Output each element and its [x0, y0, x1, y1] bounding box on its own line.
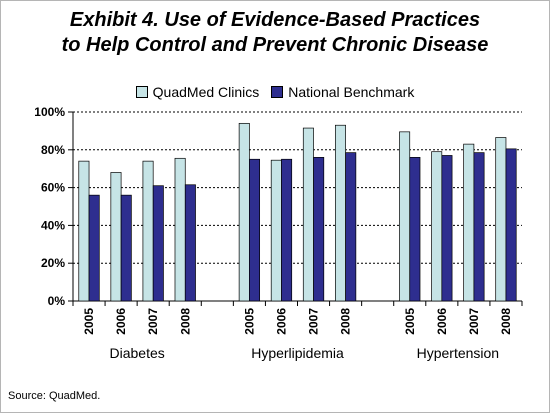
- bar-benchmark: [88, 194, 100, 302]
- bar-quadmed: [270, 159, 282, 302]
- x-category-label: 2008: [178, 308, 192, 335]
- bar-benchmark: [409, 157, 421, 302]
- bar-quadmed: [174, 157, 186, 302]
- chart-title: Exhibit 4. Use of Evidence-Based Practic…: [0, 8, 550, 58]
- x-category-label: 2008: [499, 308, 513, 335]
- legend-item-benchmark: National Benchmark: [271, 84, 414, 100]
- bar-benchmark: [249, 158, 261, 302]
- bar-quadmed: [431, 151, 443, 302]
- bar-benchmark: [441, 155, 453, 302]
- legend-swatch-benchmark: [271, 86, 284, 98]
- legend-label-benchmark: National Benchmark: [288, 84, 415, 100]
- y-tick-label: 60%: [41, 181, 65, 195]
- x-category-label: 2005: [403, 308, 417, 335]
- x-category-label: 2006: [435, 308, 449, 335]
- bar-quadmed: [334, 124, 346, 302]
- x-category-label: 2005: [242, 308, 256, 335]
- bar-quadmed: [238, 122, 250, 302]
- chart-title-line-2: to Help Control and Prevent Chronic Dise…: [61, 34, 489, 56]
- x-group-label: Hyperlipidemia: [251, 345, 344, 361]
- bar-quadmed: [110, 172, 122, 302]
- x-category-label: 2007: [307, 308, 321, 335]
- bar-benchmark: [473, 152, 485, 302]
- legend-label-quadmed: QuadMed Clinics: [152, 84, 260, 100]
- bar-benchmark: [152, 185, 164, 302]
- chart-legend: QuadMed Clinics National Benchmark: [0, 84, 550, 100]
- x-group-label: Hypertension: [417, 345, 500, 361]
- source-note: Source: QuadMed.: [8, 390, 101, 402]
- bar-benchmark: [345, 152, 357, 302]
- bar-benchmark: [120, 194, 132, 302]
- legend-swatch-quadmed: [135, 86, 148, 98]
- y-tick-label: 40%: [41, 218, 65, 232]
- y-tick-label: 0%: [48, 294, 66, 308]
- x-category-label: 2006: [274, 308, 288, 335]
- bar-benchmark: [184, 184, 196, 302]
- x-category-label: 2007: [467, 308, 481, 335]
- chart-title-line-1: Exhibit 4. Use of Evidence-Based Practic…: [69, 9, 481, 31]
- x-category-label: 2007: [146, 308, 160, 335]
- bar-benchmark: [313, 157, 325, 302]
- y-tick-label: 100%: [34, 105, 65, 119]
- y-tick-label: 80%: [41, 143, 65, 157]
- bar-quadmed: [495, 137, 507, 302]
- x-category-label: 2005: [82, 308, 96, 335]
- bar-quadmed: [399, 131, 411, 302]
- legend-item-quadmed: QuadMed Clinics: [135, 84, 260, 100]
- bar-quadmed: [142, 160, 154, 302]
- bar-benchmark: [505, 148, 517, 302]
- bar-quadmed: [78, 160, 90, 302]
- x-group-label: Diabetes: [110, 345, 165, 361]
- x-category-label: 2008: [339, 308, 353, 335]
- bar-quadmed: [302, 127, 314, 302]
- y-tick-label: 20%: [41, 256, 65, 270]
- x-category-label: 2006: [114, 308, 128, 335]
- bar-quadmed: [463, 143, 475, 302]
- bar-benchmark: [281, 158, 293, 302]
